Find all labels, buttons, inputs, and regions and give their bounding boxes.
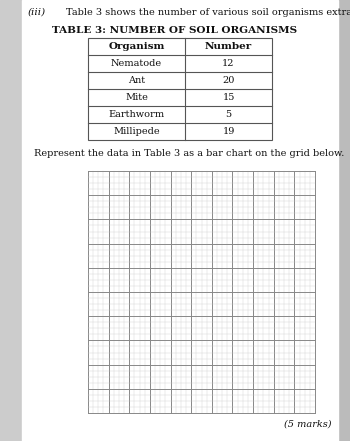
Text: 12: 12 <box>222 59 235 68</box>
Bar <box>88 38 272 140</box>
Text: Table 3 shows the number of various soil organisms extracted from the soil.: Table 3 shows the number of various soil… <box>66 8 350 17</box>
Text: TABLE 3: NUMBER OF SOIL ORGANISMS: TABLE 3: NUMBER OF SOIL ORGANISMS <box>52 26 298 35</box>
Text: 19: 19 <box>222 127 235 136</box>
Text: (5 marks): (5 marks) <box>285 420 332 429</box>
Bar <box>0 0 22 441</box>
Text: Number: Number <box>205 42 252 51</box>
Bar <box>338 0 350 441</box>
Text: 15: 15 <box>222 93 235 102</box>
Text: 5: 5 <box>225 110 232 119</box>
Text: Represent the data in Table 3 as a bar chart on the grid below.: Represent the data in Table 3 as a bar c… <box>34 149 344 158</box>
Text: Nematode: Nematode <box>111 59 162 68</box>
Text: Mite: Mite <box>125 93 148 102</box>
Text: (iii): (iii) <box>28 8 46 17</box>
Text: Millipede: Millipede <box>113 127 160 136</box>
Text: Ant: Ant <box>128 76 145 85</box>
Text: Earthworm: Earthworm <box>108 110 164 119</box>
Text: Organism: Organism <box>108 42 165 51</box>
Text: 20: 20 <box>222 76 235 85</box>
